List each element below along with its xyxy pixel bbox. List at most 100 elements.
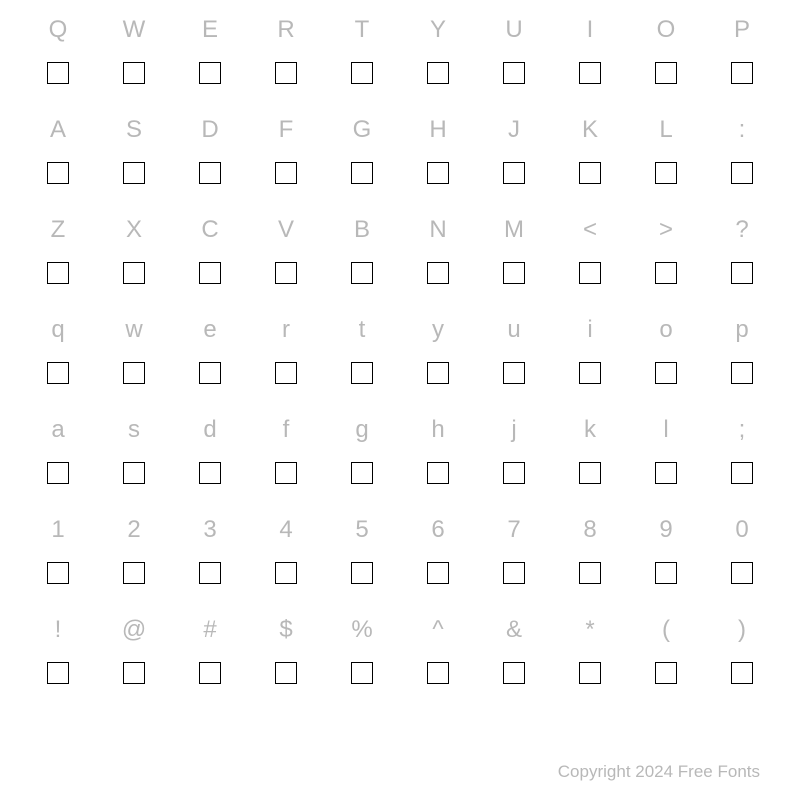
glyph-cell: l [628, 410, 704, 510]
char-label: q [51, 310, 64, 350]
missing-glyph-icon [503, 362, 525, 384]
char-label: h [431, 410, 444, 450]
missing-glyph-icon [579, 562, 601, 584]
missing-glyph-icon [503, 262, 525, 284]
char-label: 3 [203, 510, 216, 550]
char-label: H [429, 110, 446, 150]
missing-glyph-icon [427, 62, 449, 84]
missing-glyph-icon [731, 262, 753, 284]
glyph-cell: f [248, 410, 324, 510]
char-label: ? [735, 210, 748, 250]
char-label: w [125, 310, 142, 350]
char-label: p [735, 310, 748, 350]
missing-glyph-icon [199, 262, 221, 284]
glyph-cell: q [20, 310, 96, 410]
missing-glyph-icon [275, 162, 297, 184]
char-label: S [126, 110, 142, 150]
missing-glyph-icon [275, 462, 297, 484]
char-label: Z [51, 210, 66, 250]
missing-glyph-icon [427, 262, 449, 284]
glyph-cell: F [248, 110, 324, 210]
missing-glyph-icon [731, 162, 753, 184]
glyph-cell: h [400, 410, 476, 510]
char-label: e [203, 310, 216, 350]
char-label: E [202, 10, 218, 50]
missing-glyph-icon [199, 662, 221, 684]
missing-glyph-icon [655, 262, 677, 284]
missing-glyph-icon [275, 562, 297, 584]
missing-glyph-icon [351, 162, 373, 184]
char-label: d [203, 410, 216, 450]
missing-glyph-icon [47, 462, 69, 484]
glyph-cell: ? [704, 210, 780, 310]
missing-glyph-icon [123, 162, 145, 184]
glyph-cell: I [552, 10, 628, 110]
glyph-cell: % [324, 610, 400, 710]
missing-glyph-icon [427, 162, 449, 184]
glyph-cell: L [628, 110, 704, 210]
glyph-cell: d [172, 410, 248, 510]
missing-glyph-icon [275, 62, 297, 84]
char-label: r [282, 310, 290, 350]
copyright-text: Copyright 2024 Free Fonts [558, 762, 760, 782]
missing-glyph-icon [579, 462, 601, 484]
glyph-cell: R [248, 10, 324, 110]
glyph-cell: o [628, 310, 704, 410]
char-label: y [432, 310, 444, 350]
char-label: T [355, 10, 370, 50]
char-label: O [657, 10, 676, 50]
missing-glyph-icon [351, 62, 373, 84]
glyph-cell: X [96, 210, 172, 310]
char-label: J [508, 110, 520, 150]
missing-glyph-icon [503, 662, 525, 684]
missing-glyph-icon [503, 462, 525, 484]
glyph-cell: < [552, 210, 628, 310]
missing-glyph-icon [47, 262, 69, 284]
glyph-cell: s [96, 410, 172, 510]
char-label: V [278, 210, 294, 250]
glyph-cell: O [628, 10, 704, 110]
missing-glyph-icon [731, 62, 753, 84]
glyph-cell: 3 [172, 510, 248, 610]
glyph-cell: K [552, 110, 628, 210]
missing-glyph-icon [579, 662, 601, 684]
glyph-cell: D [172, 110, 248, 210]
missing-glyph-icon [503, 562, 525, 584]
char-label: % [351, 610, 372, 650]
missing-glyph-icon [199, 362, 221, 384]
char-label: f [283, 410, 290, 450]
char-label: B [354, 210, 370, 250]
missing-glyph-icon [123, 662, 145, 684]
char-label: : [739, 110, 746, 150]
glyph-cell: * [552, 610, 628, 710]
char-label: 2 [127, 510, 140, 550]
glyph-cell: ; [704, 410, 780, 510]
missing-glyph-icon [731, 562, 753, 584]
char-label: 4 [279, 510, 292, 550]
missing-glyph-icon [655, 62, 677, 84]
missing-glyph-icon [731, 362, 753, 384]
missing-glyph-icon [199, 62, 221, 84]
char-label: < [583, 210, 597, 250]
char-label: U [505, 10, 522, 50]
missing-glyph-icon [655, 362, 677, 384]
missing-glyph-icon [351, 262, 373, 284]
glyph-cell: G [324, 110, 400, 210]
glyph-cell: S [96, 110, 172, 210]
char-label: 9 [659, 510, 672, 550]
glyph-cell: E [172, 10, 248, 110]
glyph-cell: $ [248, 610, 324, 710]
glyph-cell: w [96, 310, 172, 410]
char-label: @ [122, 610, 146, 650]
char-label: 1 [51, 510, 64, 550]
missing-glyph-icon [123, 562, 145, 584]
missing-glyph-icon [427, 562, 449, 584]
char-label: t [359, 310, 366, 350]
glyph-cell: 7 [476, 510, 552, 610]
glyph-cell: y [400, 310, 476, 410]
glyph-cell: A [20, 110, 96, 210]
char-label: 6 [431, 510, 444, 550]
missing-glyph-icon [47, 162, 69, 184]
character-map-grid: QWERTYUIOPASDFGHJKL:ZXCVBNM<>?qwertyuiop… [20, 10, 780, 710]
missing-glyph-icon [503, 62, 525, 84]
